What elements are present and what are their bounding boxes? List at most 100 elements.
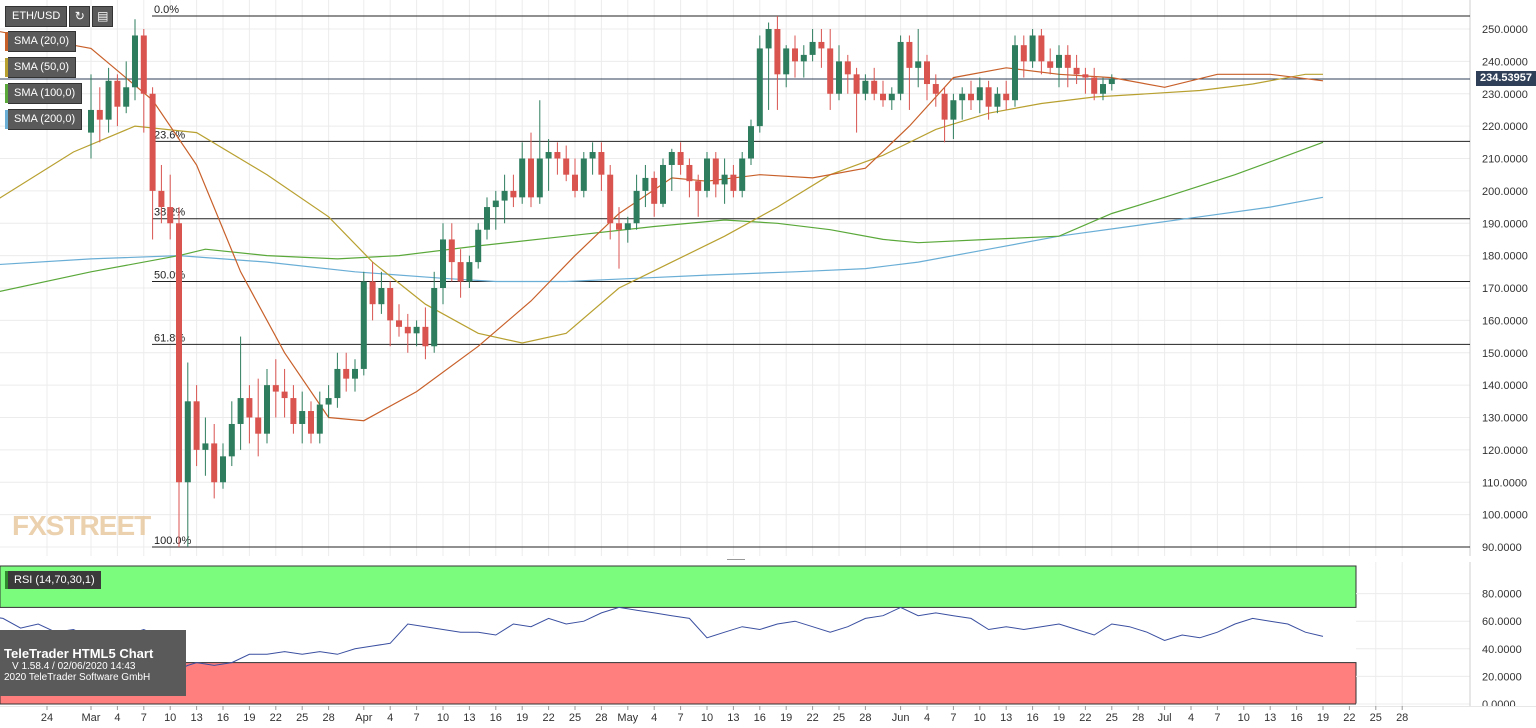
symbol-label[interactable]: ETH/USD (5, 6, 68, 27)
candle-body (281, 391, 288, 399)
candle (176, 207, 182, 547)
candle-body (369, 281, 376, 305)
candle-body (932, 84, 939, 94)
indicator-swatch (5, 110, 8, 129)
indicator-sma50[interactable]: SMA (50,0) (5, 57, 82, 78)
candle (985, 80, 992, 120)
candle (677, 142, 684, 175)
price-tick-label: 110.0000 (1482, 477, 1527, 489)
date-tick-label: 16 (1290, 712, 1302, 724)
candle (114, 74, 121, 127)
candle-body (721, 174, 728, 185)
candle-body (1012, 45, 1018, 101)
candle-body (704, 158, 710, 191)
candle-body (580, 158, 587, 191)
date-tick-label: 25 (1106, 712, 1118, 724)
price-tick-label: 210.0000 (1482, 154, 1528, 166)
price-tick-label: 170.0000 (1482, 283, 1528, 295)
candle (466, 255, 473, 288)
candle-body (880, 93, 886, 101)
candle-body (360, 281, 367, 369)
indicator-sma20[interactable]: SMA (20,0) (5, 31, 82, 52)
candle-body (836, 61, 842, 94)
candle (325, 385, 332, 418)
rsi-oversold-zone (0, 662, 1357, 705)
candle (932, 74, 939, 107)
candle-body (976, 87, 983, 101)
candle (457, 249, 464, 298)
candle-body (448, 239, 455, 263)
price-tick-label: 150.0000 (1482, 348, 1528, 360)
candle (818, 29, 825, 68)
sma-50-line (0, 73, 1323, 344)
date-tick-label: 13 (463, 712, 475, 724)
rsi-chart[interactable]: 80.0000 60.0000 40.0000 20.0000 0.0000 (0, 562, 1536, 706)
date-tick-label: 28 (595, 712, 607, 724)
candle (968, 80, 974, 110)
date-tick-label: 13 (190, 712, 202, 724)
chart-settings-icon[interactable]: ▤ (92, 6, 114, 27)
date-tick-label: 22 (270, 712, 282, 724)
candle-body (237, 398, 244, 424)
candle-body (299, 411, 306, 424)
candle-body (1020, 45, 1027, 62)
rsi-tick-label: 80.0000 (1482, 589, 1522, 601)
date-tick-label: 16 (1026, 712, 1038, 724)
date-tick-label: 25 (1370, 712, 1382, 724)
date-tick-label: 16 (490, 712, 502, 724)
candle-body (167, 207, 174, 224)
candle (836, 45, 842, 101)
info-version: V 1.58.4 / 02/06/2020 14:43 (12, 661, 136, 672)
candle-body (440, 239, 446, 288)
candle-body (492, 200, 499, 208)
refresh-icon[interactable]: ↻ (69, 6, 91, 27)
candle-body (501, 190, 508, 201)
candle-body (994, 93, 1001, 107)
chart-info-box: TeleTrader HTML5 Chart V 1.58.4 / 02/06/… (0, 630, 186, 696)
candle-body (844, 61, 851, 75)
candle (844, 54, 851, 94)
candle-body (1091, 77, 1098, 94)
date-tick-label: 28 (1132, 712, 1144, 724)
candle-body (915, 61, 922, 68)
candle-body (466, 262, 473, 282)
candle (378, 271, 385, 314)
candle-body (589, 152, 596, 159)
date-tick-label: 25 (296, 712, 308, 724)
candle-body (686, 164, 693, 182)
date-tick-label: 4 (651, 712, 657, 724)
rsi-tick-label: 40.0000 (1482, 644, 1522, 656)
date-tick-label: 19 (1317, 712, 1329, 724)
candle (888, 87, 895, 110)
candle (440, 223, 446, 305)
price-tick-label: 90.0000 (1482, 542, 1522, 554)
candle (228, 401, 235, 467)
date-tick-label: 22 (1343, 712, 1355, 724)
candle (1012, 35, 1018, 107)
candle-body (739, 158, 746, 191)
indicator-sma200[interactable]: SMA (200,0) (5, 109, 83, 130)
date-tick-label: 19 (1053, 712, 1065, 724)
candle (369, 262, 376, 321)
candle-body (1064, 54, 1071, 68)
candle (748, 119, 754, 165)
candle (739, 152, 746, 198)
candle-body (123, 87, 130, 107)
rsi-indicator-label[interactable]: RSI (14,70,30,1) (5, 571, 101, 589)
candle (528, 132, 534, 208)
indicator-sma100[interactable]: SMA (100,0) (5, 83, 83, 104)
candle (721, 158, 728, 204)
candle (316, 391, 323, 444)
candle (756, 35, 763, 133)
price-tick-label: 180.0000 (1482, 251, 1528, 263)
candle (572, 158, 578, 198)
price-chart[interactable]: 250.0000 240.0000 230.0000 220.0000 210.0000… (0, 0, 1536, 556)
candle-body (343, 368, 350, 379)
candle (211, 423, 218, 499)
date-tick-label: 25 (569, 712, 581, 724)
candle (360, 271, 367, 376)
candle-body (378, 288, 385, 305)
date-tick-label: 16 (754, 712, 766, 724)
candle (158, 164, 165, 224)
candle (880, 80, 886, 107)
